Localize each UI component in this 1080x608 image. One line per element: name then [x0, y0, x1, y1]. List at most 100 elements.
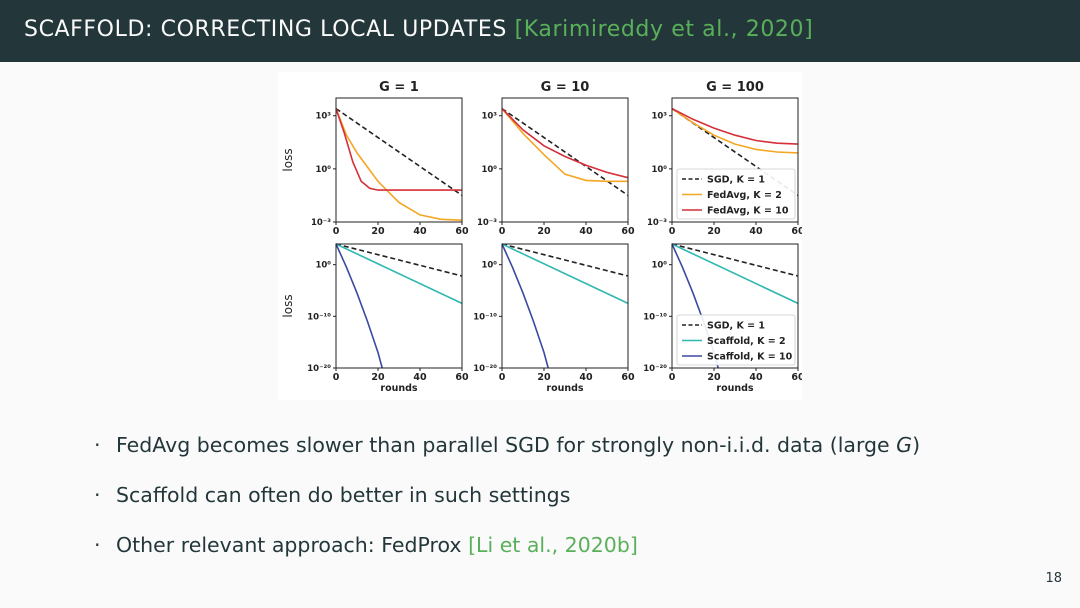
series-line: [671, 107, 799, 154]
subplot: 0 20 40 60 10⁰ 10⁻¹⁰ 10⁻²⁰ loss rounds: [281, 243, 469, 394]
x-tick-label: 0: [499, 372, 506, 383]
x-tick-label: 0: [333, 372, 340, 383]
series-line: [671, 107, 799, 145]
bullet-item: · Other relevant approach: FedProx [Li et…: [94, 528, 920, 578]
x-tick-label: 40: [579, 226, 593, 237]
y-tick-label: 10⁰: [315, 261, 331, 271]
bullet-item: · FedAvg becomes slower than parallel SGD…: [94, 428, 920, 478]
bullet-text: Scaffold can often do better in such set…: [116, 483, 571, 507]
legend-label: FedAvg, K = 2: [707, 190, 782, 201]
x-tick-label: 40: [413, 226, 427, 237]
y-tick-label: 10⁻¹⁰: [473, 312, 497, 322]
subplot: 0 20 40 60 10³ 10⁰ 10⁻³ G = 1 loss: [281, 80, 469, 237]
legend-box: [676, 168, 796, 220]
subplot-title: G = 100: [706, 80, 764, 95]
plot-frame: [501, 97, 629, 223]
plot-frame: [335, 243, 463, 369]
page-number: 18: [1045, 571, 1062, 586]
x-tick-label: 60: [455, 226, 469, 237]
y-axis-label: loss: [281, 294, 295, 317]
series-line: [501, 243, 629, 277]
subplot-title: G = 10: [541, 80, 590, 95]
series-line: [335, 243, 463, 305]
x-tick-label: 60: [621, 226, 635, 237]
series-line: [335, 108, 463, 221]
x-tick-label: 20: [371, 372, 385, 383]
series-line: [335, 107, 463, 197]
x-axis-label: rounds: [716, 383, 754, 394]
series-line: [501, 107, 629, 197]
x-tick-label: 60: [621, 372, 635, 383]
slide-header: SCAFFOLD: CORRECTING LOCAL UPDATES [Kari…: [0, 0, 1080, 62]
y-tick-label: 10⁻²⁰: [307, 364, 331, 374]
bullet-citation: [Li et al., 2020b]: [468, 533, 638, 557]
plot-frame: [501, 243, 629, 369]
series-line: [671, 243, 799, 277]
x-tick-label: 20: [707, 226, 721, 237]
legend-label: SGD, K = 1: [707, 175, 765, 186]
plot-frame: [335, 97, 463, 223]
y-tick-label: 10³: [315, 112, 331, 122]
y-axis-label: loss: [281, 148, 295, 171]
series-line: [501, 243, 629, 305]
x-tick-label: 20: [537, 226, 551, 237]
bullet-item: · Scaffold can often do better in such se…: [94, 478, 920, 528]
legend-label: SGD, K = 1: [707, 321, 765, 332]
x-tick-label: 0: [333, 226, 340, 237]
x-tick-label: 60: [455, 372, 469, 383]
y-tick-label: 10³: [481, 112, 497, 122]
y-tick-label: 10⁰: [315, 165, 331, 175]
subplot: 0 20 40 60 10⁰ 10⁻¹⁰ 10⁻²⁰ rounds SGD, K = 1 Scaf…: [643, 243, 802, 394]
bullet-dot: ·: [94, 533, 101, 557]
subplot: 0 20 40 60 10³ 10⁰ 10⁻³ G = 10: [477, 80, 635, 237]
subplot-title: G = 1: [379, 80, 419, 95]
legend-box: [676, 314, 796, 366]
bullet-text: FedAvg becomes slower than parallel SGD …: [116, 433, 897, 457]
y-tick-label: 10⁻³: [311, 218, 331, 228]
x-tick-label: 40: [579, 372, 593, 383]
results-figure-svg: 0 20 40 60 10³ 10⁰ 10⁻³ G = 1 loss 0 20 40 60 10³ 10⁰ 1…: [281, 80, 802, 394]
bullet-tail: ): [912, 433, 921, 457]
bullet-italic: G: [896, 433, 913, 457]
y-tick-label: 10⁰: [651, 165, 667, 175]
subplot: 0 20 40 60 10⁰ 10⁻¹⁰ 10⁻²⁰ rounds: [473, 243, 635, 394]
legend-label: FedAvg, K = 10: [707, 206, 789, 217]
x-tick-label: 60: [791, 226, 802, 237]
y-tick-label: 10⁰: [481, 261, 497, 271]
series-line: [335, 243, 463, 277]
x-tick-label: 60: [791, 372, 802, 383]
legend-label: Scaffold, K = 10: [707, 352, 793, 363]
y-tick-label: 10⁻²⁰: [643, 364, 667, 374]
x-tick-label: 0: [499, 226, 506, 237]
y-tick-label: 10⁻¹⁰: [643, 312, 667, 322]
bullet-dot: ·: [94, 483, 101, 507]
x-tick-label: 20: [371, 226, 385, 237]
slide-title-citation: [Karimireddy et al., 2020]: [514, 17, 814, 42]
y-tick-label: 10³: [651, 112, 667, 122]
results-figure: 0 20 40 60 10³ 10⁰ 10⁻³ G = 1 loss 0 20 40 60 10³ 10⁰ 1…: [278, 72, 802, 400]
y-tick-label: 10⁻³: [647, 218, 667, 228]
y-tick-label: 10⁻²⁰: [473, 364, 497, 374]
plot-frame: [671, 243, 799, 369]
x-tick-label: 40: [749, 226, 763, 237]
y-tick-label: 10⁰: [481, 165, 497, 175]
series-line: [501, 108, 629, 179]
subplot: 0 20 40 60 10³ 10⁰ 10⁻³ G = 100 SGD, K = 1 FedAvg…: [647, 80, 802, 237]
y-tick-label: 10⁰: [651, 261, 667, 271]
x-tick-label: 20: [707, 372, 721, 383]
x-tick-label: 40: [413, 372, 427, 383]
x-axis-label: rounds: [380, 383, 418, 394]
slide-title: SCAFFOLD: CORRECTING LOCAL UPDATES [Kari…: [24, 17, 813, 42]
series-line: [501, 108, 628, 183]
bullet-text: Other relevant approach: FedProx: [116, 533, 469, 557]
plot-frame: [671, 97, 799, 223]
series-line: [335, 108, 462, 191]
x-tick-label: 0: [669, 226, 676, 237]
series-line: [335, 243, 383, 369]
legend-label: Scaffold, K = 2: [707, 336, 786, 347]
x-tick-label: 40: [749, 372, 763, 383]
x-axis-label: rounds: [546, 383, 584, 394]
y-tick-label: 10⁻¹⁰: [307, 312, 331, 322]
x-tick-label: 20: [537, 372, 551, 383]
slide-title-text: SCAFFOLD: CORRECTING LOCAL UPDATES: [24, 17, 507, 42]
